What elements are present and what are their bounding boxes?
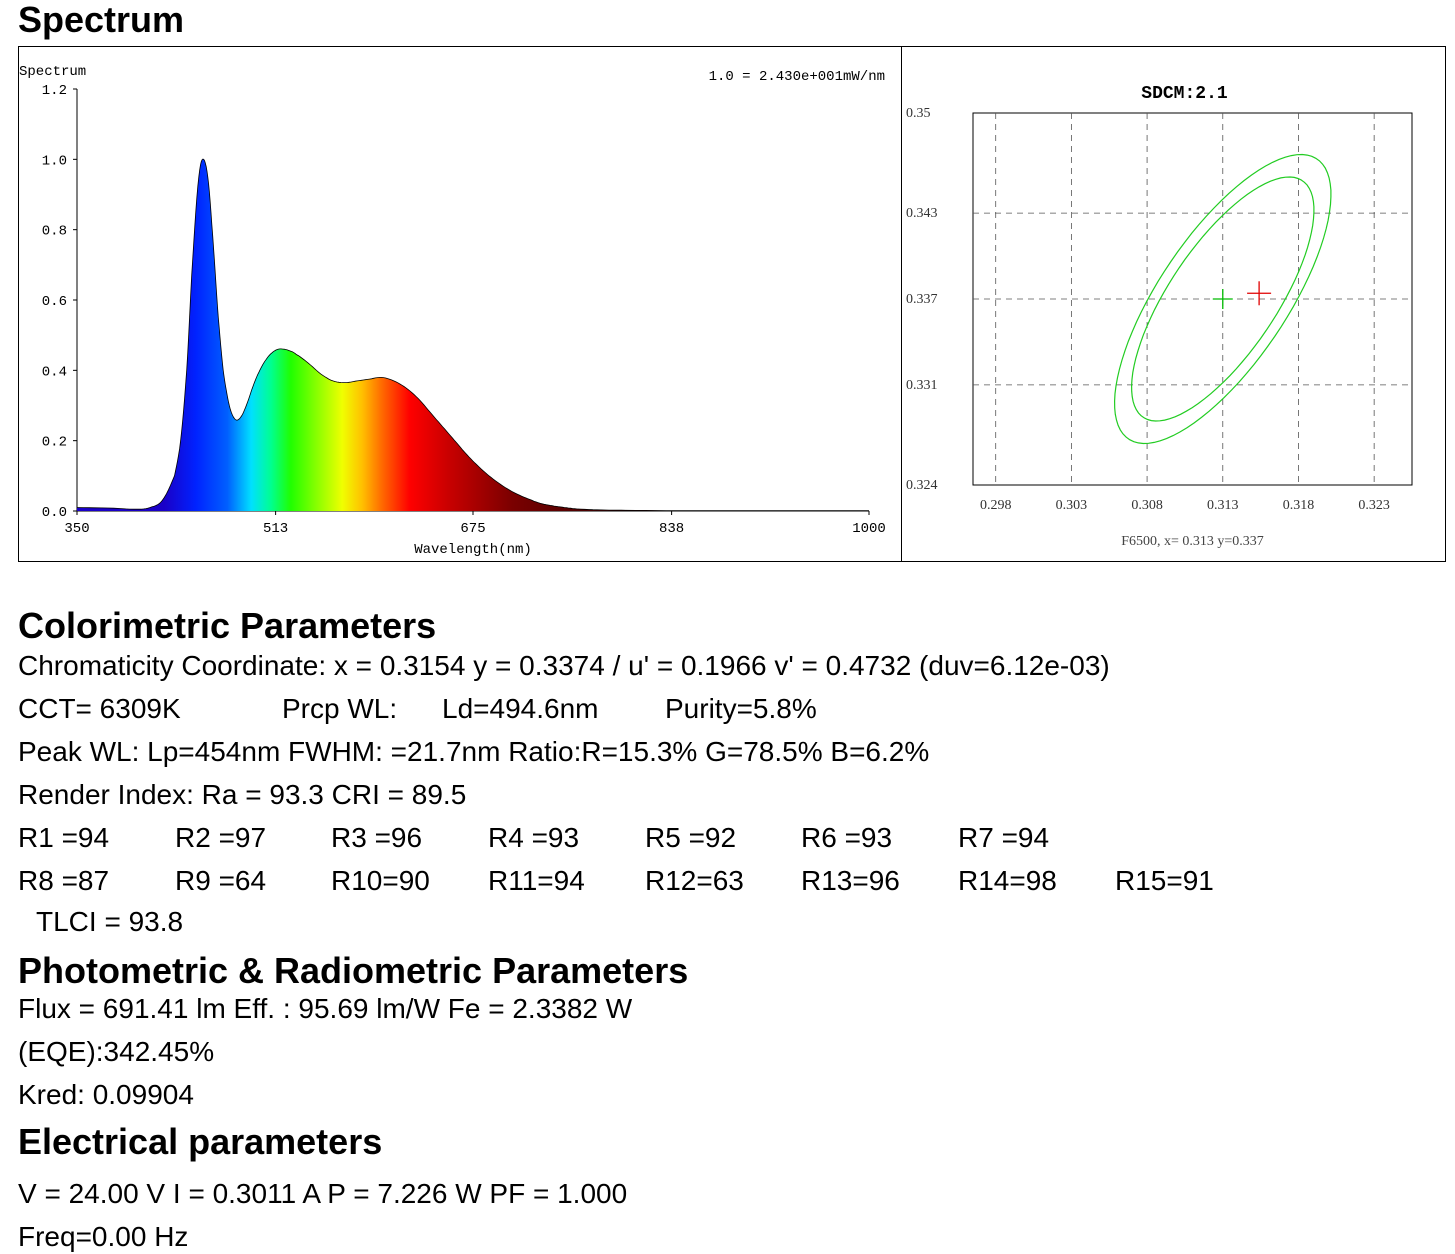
reference-point-marker [1212, 289, 1233, 309]
r-value: R12=63 [645, 865, 744, 896]
spectrum-area [77, 159, 869, 511]
purity-value: Purity=5.8% [665, 693, 817, 724]
x-tick-label: 675 [460, 521, 485, 537]
x-tick-label: 1000 [852, 521, 886, 537]
x-tick-label: 0.308 [1131, 498, 1163, 513]
render-index-line: Render Index: Ra = 93.3 CRI = 89.5 [18, 779, 467, 810]
y-tick-label: 0.343 [906, 206, 938, 221]
y-tick-label: 0.4 [42, 364, 67, 380]
r-value: R4 =93 [488, 822, 580, 853]
chart-caption: F6500, x= 0.313 y=0.337 [1121, 534, 1264, 549]
chart-title: Spectrum [19, 64, 86, 80]
r-value: R6 =93 [801, 822, 893, 853]
prcp-label: Prcp WL: [282, 693, 398, 724]
x-tick-label: 350 [64, 521, 89, 537]
r-value: R1 =94 [18, 822, 110, 853]
r-value: R5 =92 [645, 822, 737, 853]
panel-divider [901, 47, 902, 561]
r-value: R8 =87 [18, 865, 110, 896]
r-value: R15=91 [1115, 865, 1214, 896]
y-tick-label: 0.6 [42, 294, 67, 310]
r-value: R11=94 [488, 865, 585, 896]
x-tick-label: 0.318 [1283, 498, 1315, 513]
y-tick-label: 1.0 [42, 153, 67, 169]
x-tick-label: 0.323 [1358, 498, 1390, 513]
x-tick-label: 0.303 [1056, 498, 1088, 513]
peak-line: Peak WL: Lp=454nm FWHM: =21.7nm Ratio:R=… [18, 736, 930, 767]
photometric-heading: Photometric & Radiometric Parameters [18, 950, 689, 991]
measured-point-marker [1247, 281, 1272, 306]
electrical-line: V = 24.00 V I = 0.3011 A P = 7.226 W PF … [18, 1178, 628, 1209]
y-tick-label: 0.337 [906, 292, 938, 307]
y-tick-label: 0.2 [42, 435, 67, 451]
x-tick-label: 838 [659, 521, 684, 537]
y-tick-label: 0.324 [906, 478, 938, 493]
flux-line: Flux = 691.41 lm Eff. : 95.69 lm/W Fe = … [18, 993, 633, 1024]
r-values-row-2: R8 =87 R9 =64 R10=90 R11=94 R12=63 R13=9… [18, 865, 1318, 897]
x-axis-label: Wavelength(nm) [414, 542, 532, 558]
r-value: R7 =94 [958, 822, 1050, 853]
freq-line: Freq=0.00 Hz [18, 1221, 189, 1252]
electrical-heading: Electrical parameters [18, 1121, 383, 1162]
colorimetric-heading: Colorimetric Parameters [18, 605, 437, 646]
r-value: R14=98 [958, 865, 1057, 896]
spectrum-heading: Spectrum [18, 0, 185, 40]
r-value: R10=90 [331, 865, 430, 896]
r-values-row-1: R1 =94 R2 =97 R3 =96 R4 =93 R5 =92 R6 =9… [18, 822, 1318, 854]
r-value: R9 =64 [175, 865, 267, 896]
plot-frame [972, 112, 1413, 486]
ld-value: Ld=494.6nm [442, 693, 599, 724]
y-tick-label: 0.8 [42, 224, 67, 240]
x-tick-label: 0.298 [980, 498, 1012, 513]
chart-panel: 0.0 0.2 0.4 0.6 0.8 1.0 1.2 350 513 675 838 1000 Wav… [18, 46, 1446, 562]
scale-note: 1.0 = 2.430e+001mW/nm [709, 69, 885, 85]
y-tick-label: 0.331 [906, 378, 938, 393]
x-tick-label: 0.313 [1207, 498, 1239, 513]
y-tick-label: 0.0 [42, 505, 67, 521]
sdcm-ellipse-inner [1130, 176, 1315, 422]
cct-value: CCT= 6309K [18, 693, 181, 724]
spectrum-chart: 0.0 0.2 0.4 0.6 0.8 1.0 1.2 350 513 675 838 1000 Wav… [19, 64, 886, 558]
x-tick-label: 513 [263, 521, 288, 537]
sdcm-chart: 0.298 0.303 0.308 0.313 0.318 0.323 0.35 0.343 0… [906, 84, 1413, 549]
sdcm-ellipse-outer [1113, 153, 1332, 445]
cct-row: CCT= 6309K Prcp WL: Ld=494.6nm Purity=5.… [18, 693, 918, 725]
spectrum-line [76, 158, 869, 512]
tlci-line: TLCI = 93.8 [36, 906, 184, 937]
y-tick-label: 0.35 [906, 106, 931, 121]
chromaticity-line: Chromaticity Coordinate: x = 0.3154 y = … [18, 650, 1110, 681]
r-value: R13=96 [801, 865, 900, 896]
y-tick-label: 1.2 [42, 83, 67, 99]
chart-title: SDCM:2.1 [1141, 84, 1228, 104]
r-value: R2 =97 [175, 822, 267, 853]
kred-line: Kred: 0.09904 [18, 1079, 194, 1110]
eqe-line: (EQE):342.45% [18, 1036, 215, 1067]
r-value: R3 =96 [331, 822, 423, 853]
